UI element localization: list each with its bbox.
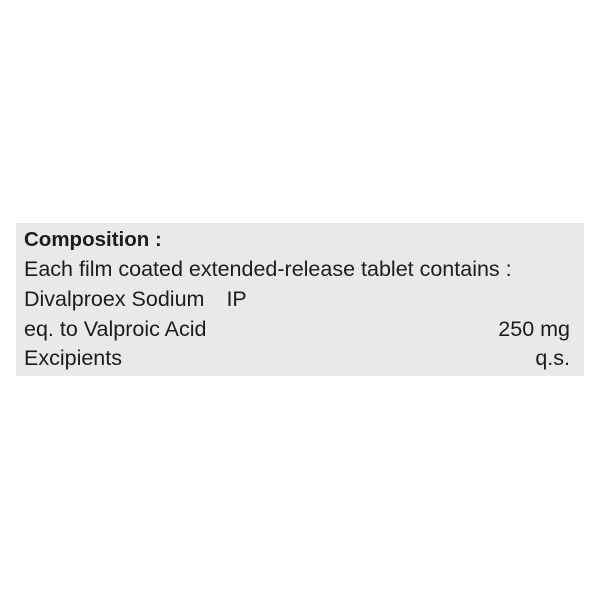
ingredient-name: Divalproex Sodium xyxy=(24,287,205,311)
composition-label-panel: Composition : Each film coated extended-… xyxy=(16,223,584,376)
excipients-label: Excipients xyxy=(24,346,122,370)
equivalent-label: eq. to Valproic Acid xyxy=(24,317,207,341)
equivalent-amount: 250 mg xyxy=(498,317,570,341)
composition-intro: Each film coated extended-release tablet… xyxy=(24,257,512,281)
excipients-amount: q.s. xyxy=(535,346,570,370)
equivalent-row: eq. to Valproic Acid 250 mg xyxy=(24,314,570,344)
ingredient-grade: IP xyxy=(226,287,247,311)
excipients-row: Excipients q.s. xyxy=(24,343,570,373)
ingredient-row: Divalproex Sodium IP xyxy=(24,284,570,314)
composition-heading: Composition : xyxy=(24,228,162,251)
